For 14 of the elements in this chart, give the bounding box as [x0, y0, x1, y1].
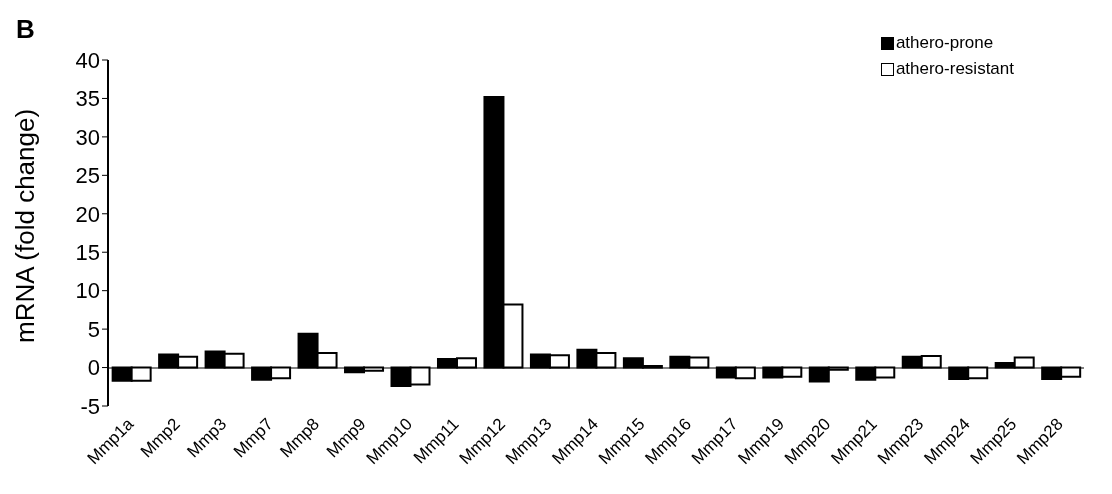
y-tick-label: 0	[87, 355, 100, 381]
y-tick-label: 35	[75, 86, 100, 112]
y-tick-label: 30	[75, 124, 100, 150]
y-tick-label: 5	[87, 316, 100, 342]
y-tick-label: 25	[75, 163, 100, 189]
legend-label: athero-resistant	[895, 58, 1014, 80]
y-tick-label: 10	[75, 278, 100, 304]
y-tick-label: -5	[80, 393, 100, 419]
text: B	[16, 14, 35, 45]
legend-label: athero-prone	[895, 32, 994, 54]
y-tick-label: 20	[75, 201, 100, 227]
y-axis-title: mRNA (fold change)	[10, 108, 41, 343]
y-tick-label: 40	[75, 47, 100, 73]
y-tick-label: 15	[75, 240, 100, 266]
